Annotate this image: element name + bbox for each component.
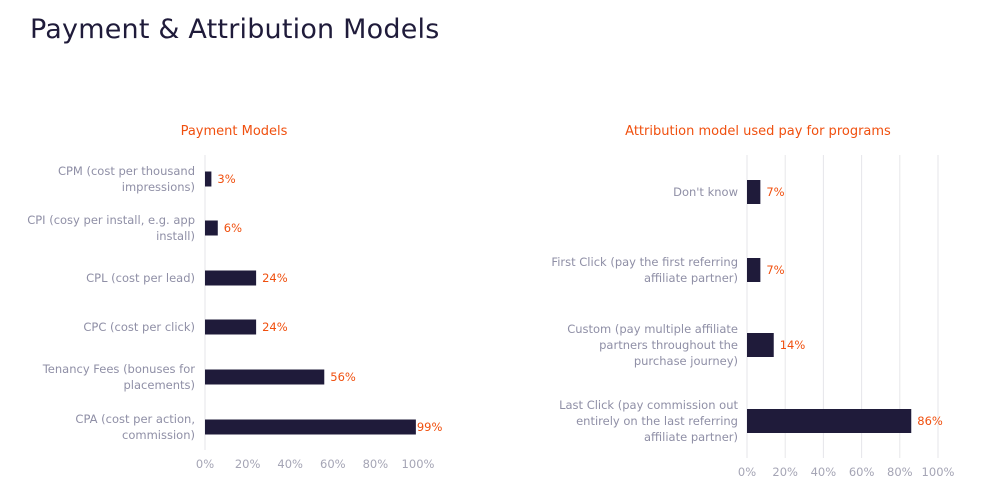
category-label: First Click (pay the first referring aff… xyxy=(551,255,738,285)
value-label: 7% xyxy=(766,263,785,277)
category-label: CPI (cosy per install, e.g. app install) xyxy=(27,213,195,243)
x-tick-label: 20% xyxy=(234,457,261,471)
x-tick-label: 0% xyxy=(195,457,215,471)
bar xyxy=(205,220,218,236)
x-tick-label: 100% xyxy=(921,465,955,479)
category-label: Don't know xyxy=(673,185,738,199)
category-label: CPL (cost per lead) xyxy=(86,271,195,285)
value-label: 86% xyxy=(917,414,943,428)
category-label: CPM (cost per thousand impressions) xyxy=(57,164,195,194)
bar xyxy=(747,409,912,433)
bar xyxy=(747,333,774,357)
category-label: Custom (pay multiple affiliate partners … xyxy=(567,322,738,368)
value-label: 99% xyxy=(416,420,443,434)
page-title: Payment & Attribution Models xyxy=(30,14,440,45)
bar xyxy=(205,419,416,435)
value-label: 14% xyxy=(779,338,806,352)
x-tick-label: 80% xyxy=(362,457,389,471)
x-tick-label: 0% xyxy=(737,465,757,479)
bar xyxy=(205,171,212,187)
value-label: 24% xyxy=(262,271,288,285)
x-tick-label: 40% xyxy=(810,465,837,479)
value-label: 56% xyxy=(330,370,356,384)
bar xyxy=(747,258,761,282)
value-label: 7% xyxy=(766,185,785,199)
x-tick-label: 20% xyxy=(772,465,798,479)
value-label: 24% xyxy=(262,320,288,334)
category-label: Last Click (pay commission out entirely … xyxy=(559,398,738,444)
x-tick-label: 60% xyxy=(320,457,346,471)
chart-title: Payment Models xyxy=(180,124,288,139)
value-label: 3% xyxy=(217,172,236,186)
x-tick-label: 40% xyxy=(277,457,303,471)
chart-title: Attribution model used pay for programs xyxy=(625,124,891,139)
x-tick-label: 100% xyxy=(401,457,435,471)
x-tick-label: 80% xyxy=(887,465,913,479)
bar xyxy=(747,180,761,204)
category-label: CPC (cost per click) xyxy=(83,320,195,334)
category-label: Tenancy Fees (bonuses for placements) xyxy=(42,362,195,392)
x-tick-label: 60% xyxy=(848,465,875,479)
bar xyxy=(205,369,325,385)
category-label: CPA (cost per action, commission) xyxy=(75,412,195,442)
value-label: 6% xyxy=(223,221,243,235)
bar xyxy=(205,270,257,286)
bar xyxy=(205,319,257,335)
